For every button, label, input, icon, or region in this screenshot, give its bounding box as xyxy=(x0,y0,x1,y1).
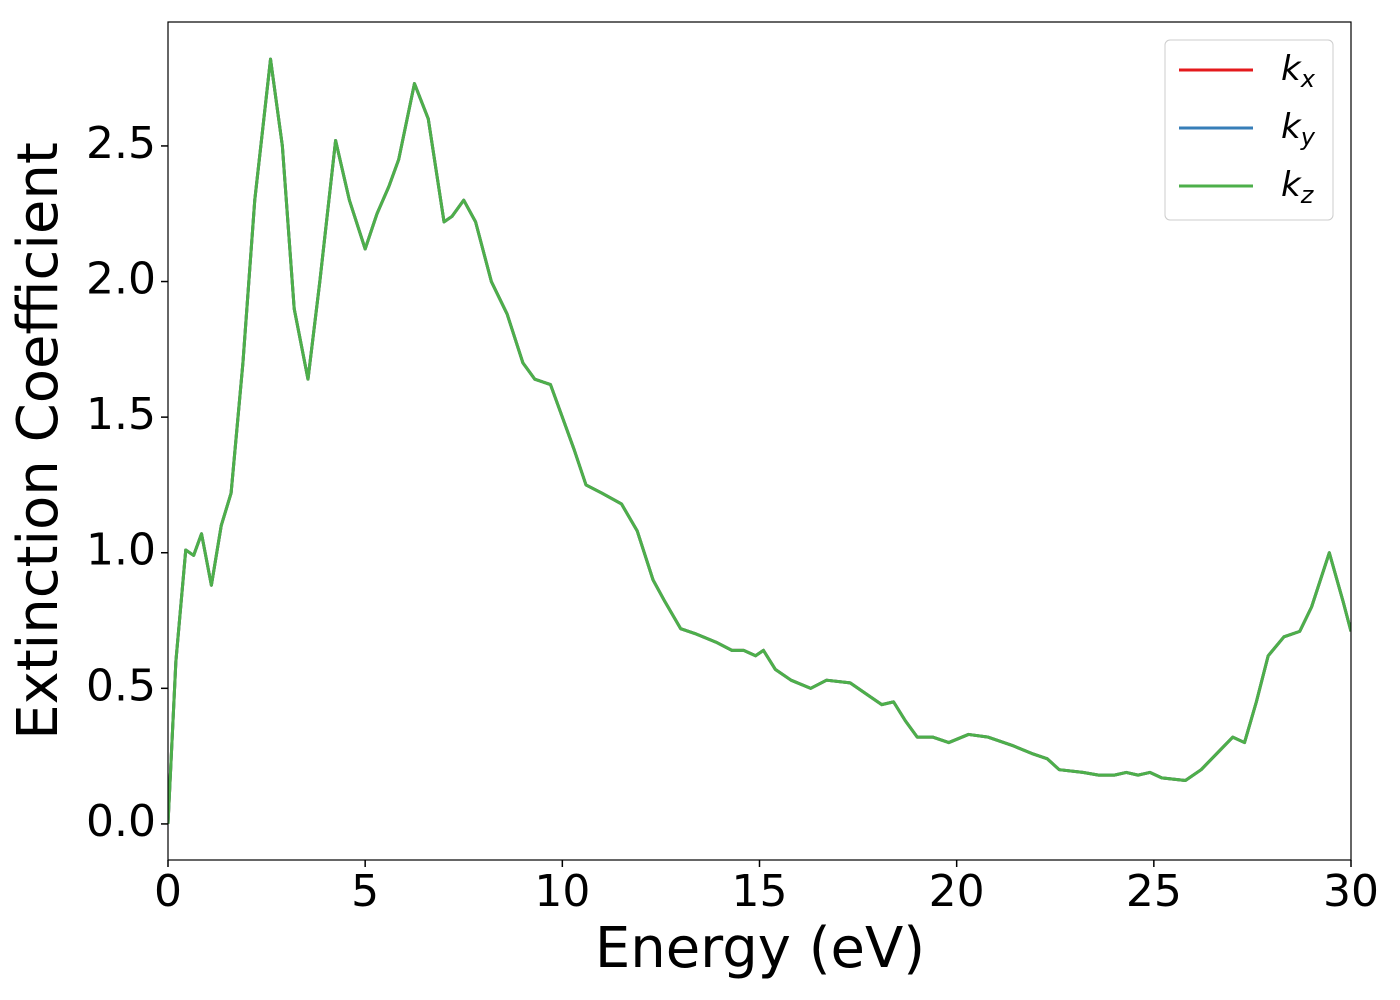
x-tick-label: 25 xyxy=(1126,866,1182,917)
x-axis-label: Energy (eV) xyxy=(595,916,925,981)
y-tick-label: 2.5 xyxy=(86,118,156,169)
y-tick-label: 1.0 xyxy=(86,525,156,576)
x-tick-label: 30 xyxy=(1323,866,1379,917)
x-tick-label: 5 xyxy=(351,866,379,917)
y-axis-label: Extinction Coefficient xyxy=(6,142,71,740)
y-tick-label: 2.0 xyxy=(86,254,156,305)
y-tick-label: 1.5 xyxy=(86,389,156,440)
plot-frame xyxy=(167,21,1352,861)
legend-label: ky xyxy=(1281,107,1316,152)
x-tick-label: 10 xyxy=(534,866,590,917)
legend-box xyxy=(1164,39,1334,221)
legend-label: kz xyxy=(1281,165,1315,210)
x-tick-label: 0 xyxy=(154,866,182,917)
x-tick-label: 15 xyxy=(732,866,788,917)
y-tick-label: 0.0 xyxy=(86,796,156,847)
legend-label: kx xyxy=(1281,49,1316,94)
y-tick-label: 0.5 xyxy=(86,660,156,711)
x-tick-label: 20 xyxy=(929,866,985,917)
line xyxy=(168,57,1351,825)
